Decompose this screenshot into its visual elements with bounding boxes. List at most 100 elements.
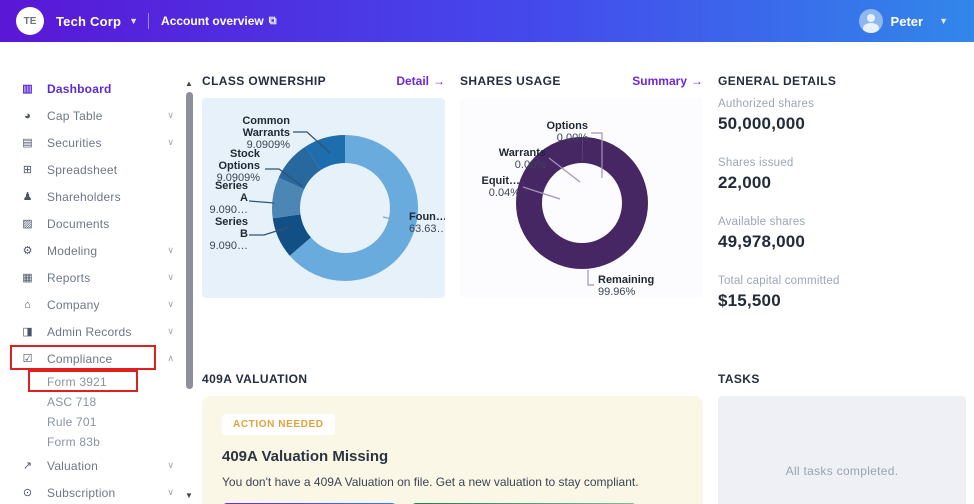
chevron-down-icon: ∨ xyxy=(167,487,174,497)
detail-row-available-shares: Available shares 49,978,000 xyxy=(718,216,966,252)
chevron-down-icon[interactable]: ▼ xyxy=(129,16,139,26)
shareholders-icon: ♟ xyxy=(22,191,33,203)
sidebar-item-compliance[interactable]: ☑ Compliance ∧ xyxy=(0,345,182,372)
detail-value: $15,500 xyxy=(718,291,781,310)
sidebar-item-label: Company xyxy=(47,297,100,312)
sidebar-item-label: Shareholders xyxy=(47,189,121,204)
usage-leader-lines xyxy=(522,132,603,286)
sidebar-item-dashboard[interactable]: ▥ Dashboard xyxy=(0,75,182,102)
sidebar-item-label: Admin Records xyxy=(47,324,132,339)
callout-equity: Equit… 0.04% xyxy=(481,175,521,199)
sidebar-item-label: Dashboard xyxy=(47,81,112,96)
sidebar-item-label: Securities xyxy=(47,135,102,150)
chevron-down-icon: ∨ xyxy=(167,299,174,309)
sidebar-item-cap-table[interactable]: ◕ Cap Table ∨ xyxy=(0,102,182,129)
spreadsheet-icon: ⊞ xyxy=(22,164,33,176)
chevron-down-icon: ▼ xyxy=(939,16,948,26)
arrow-right-icon: → xyxy=(691,74,703,88)
callout-stock-options: Stock Options 9.0909% xyxy=(216,148,260,184)
shares-usage-chart: Options 0.00% Warrants 0.00% Equit… 0.04… xyxy=(460,98,703,298)
detail-label: Shares issued xyxy=(718,157,794,169)
sidebar-item-form-83b[interactable]: Form 83b xyxy=(0,432,182,452)
scrollbar-track[interactable] xyxy=(185,92,193,488)
cap-table-icon: ◕ xyxy=(24,109,31,122)
external-link-icon: ⧉ xyxy=(268,14,277,27)
sidebar-item-label: Reports xyxy=(47,270,91,285)
sidebar-item-rule-701[interactable]: Rule 701 xyxy=(0,412,182,432)
scroll-down-icon[interactable]: ▼ xyxy=(185,491,193,500)
callout-warrants: Warrants 0.00% xyxy=(498,147,546,171)
admin-records-icon: ◨ xyxy=(22,326,33,338)
sidebar-item-label: Documents xyxy=(47,216,110,231)
detail-row-total-capital-committed: Total capital committed $15,500 xyxy=(718,275,966,311)
sidebar-item-label: Valuation xyxy=(47,458,98,473)
sidebar-item-reports[interactable]: ▦ Reports ∨ xyxy=(0,264,182,291)
valuation-icon: ↗ xyxy=(22,460,33,472)
chevron-down-icon: ∨ xyxy=(167,272,174,282)
sidebar-item-shareholders[interactable]: ♟ Shareholders xyxy=(0,183,182,210)
callout-series-a: Series A 9.090… xyxy=(209,180,248,216)
company-icon: ⌂ xyxy=(24,298,31,311)
callout-founders: Foun… 63.63… xyxy=(409,211,445,235)
chevron-down-icon: ∨ xyxy=(167,110,174,120)
modeling-icon: ⚙ xyxy=(22,245,33,257)
valuation-409a-section: 409A VALUATION ACTION NEEDED 409A Valuat… xyxy=(202,372,703,504)
class-ownership-chart: Common Warrants 9.0909% Stock Options 9.… xyxy=(202,98,445,298)
sidebar-item-admin-records[interactable]: ◨ Admin Records ∨ xyxy=(0,318,182,345)
sidebar-item-label: Modeling xyxy=(47,243,98,258)
sidebar-item-label: Spreadsheet xyxy=(47,162,118,177)
sidebar-scrollbar[interactable]: ▲ ▼ xyxy=(182,42,196,504)
detail-value: 49,978,000 xyxy=(718,232,806,251)
shares-usage-title: SHARES USAGE xyxy=(460,74,561,88)
sidebar-item-modeling[interactable]: ⚙ Modeling ∨ xyxy=(0,237,182,264)
sidebar-item-valuation[interactable]: ↗ Valuation ∨ xyxy=(0,452,182,479)
sidebar-item-securities[interactable]: ▤ Securities ∨ xyxy=(0,129,182,156)
user-name: Peter xyxy=(890,13,924,29)
top-header: TE Tech Corp ▼ Account overview ⧉ Peter … xyxy=(0,0,974,42)
sidebar-nav: ▥ Dashboard ◕ Cap Table ∨ ▤ Securities ∨ ⊞ Spread… xyxy=(0,42,182,504)
arrow-right-icon: → xyxy=(433,74,445,88)
detail-row-shares-issued: Shares issued 22,000 xyxy=(718,157,966,193)
company-avatar[interactable]: TE xyxy=(16,7,44,35)
main-content: CLASS OWNERSHIP Detail → xyxy=(196,42,974,504)
general-details-section: GENERAL DETAILS Authorized shares 50,000,… xyxy=(718,74,966,334)
documents-icon: ▨ xyxy=(22,218,33,230)
valuation-missing-body: You don't have a 409A Valuation on file.… xyxy=(222,475,639,489)
detail-label: Total capital committed xyxy=(718,275,840,287)
summary-link[interactable]: Summary → xyxy=(632,74,703,88)
detail-link[interactable]: Detail → xyxy=(396,74,445,88)
chevron-down-icon: ∨ xyxy=(167,460,174,470)
chevron-up-icon: ∧ xyxy=(167,353,174,363)
action-needed-badge: ACTION NEEDED xyxy=(222,414,335,435)
company-name[interactable]: Tech Corp xyxy=(56,13,122,29)
sidebar-item-label: ASC 718 xyxy=(47,395,97,409)
sidebar-item-spreadsheet[interactable]: ⊞ Spreadsheet xyxy=(0,156,182,183)
securities-icon: ▤ xyxy=(22,137,33,149)
general-details-list: Authorized shares 50,000,000 Shares issued… xyxy=(718,98,966,311)
user-avatar-icon xyxy=(858,9,883,33)
valuation-missing-title: 409A Valuation Missing xyxy=(222,448,389,465)
sidebar-item-company[interactable]: ⌂ Company ∨ xyxy=(0,291,182,318)
shares-usage-section: SHARES USAGE Summary → Optio xyxy=(460,74,703,334)
user-menu[interactable]: Peter ▼ xyxy=(858,9,958,33)
scrollbar-thumb[interactable] xyxy=(185,92,193,389)
sidebar-item-subscription[interactable]: ⊙ Subscription ∨ xyxy=(0,479,182,504)
class-ownership-title: CLASS OWNERSHIP xyxy=(202,74,327,88)
account-overview-link[interactable]: Account overview ⧉ xyxy=(161,14,277,28)
sidebar-item-form-3921[interactable]: Form 3921 xyxy=(0,372,182,392)
detail-label: Authorized shares xyxy=(718,98,815,110)
sidebar-item-documents[interactable]: ▨ Documents xyxy=(0,210,182,237)
sidebar-item-label: Cap Table xyxy=(47,108,103,123)
ownership-leader-lines xyxy=(248,131,407,236)
tasks-empty-text: All tasks completed. xyxy=(785,464,899,478)
tasks-card: All tasks completed. xyxy=(718,396,966,504)
callout-common-warrants: Common Warrants 9.0909% xyxy=(242,115,290,151)
sidebar-item-asc-718[interactable]: ASC 718 xyxy=(0,392,182,412)
general-details-title: GENERAL DETAILS xyxy=(718,74,837,88)
tasks-section: TASKS All tasks completed. xyxy=(718,372,966,504)
callout-options: Options 0.00% xyxy=(546,120,588,144)
valuation-409a-card: ACTION NEEDED 409A Valuation Missing You… xyxy=(202,396,703,504)
scroll-up-icon[interactable]: ▲ xyxy=(185,79,193,88)
usage-donut-chart xyxy=(516,137,648,269)
detail-value: 22,000 xyxy=(718,173,772,192)
